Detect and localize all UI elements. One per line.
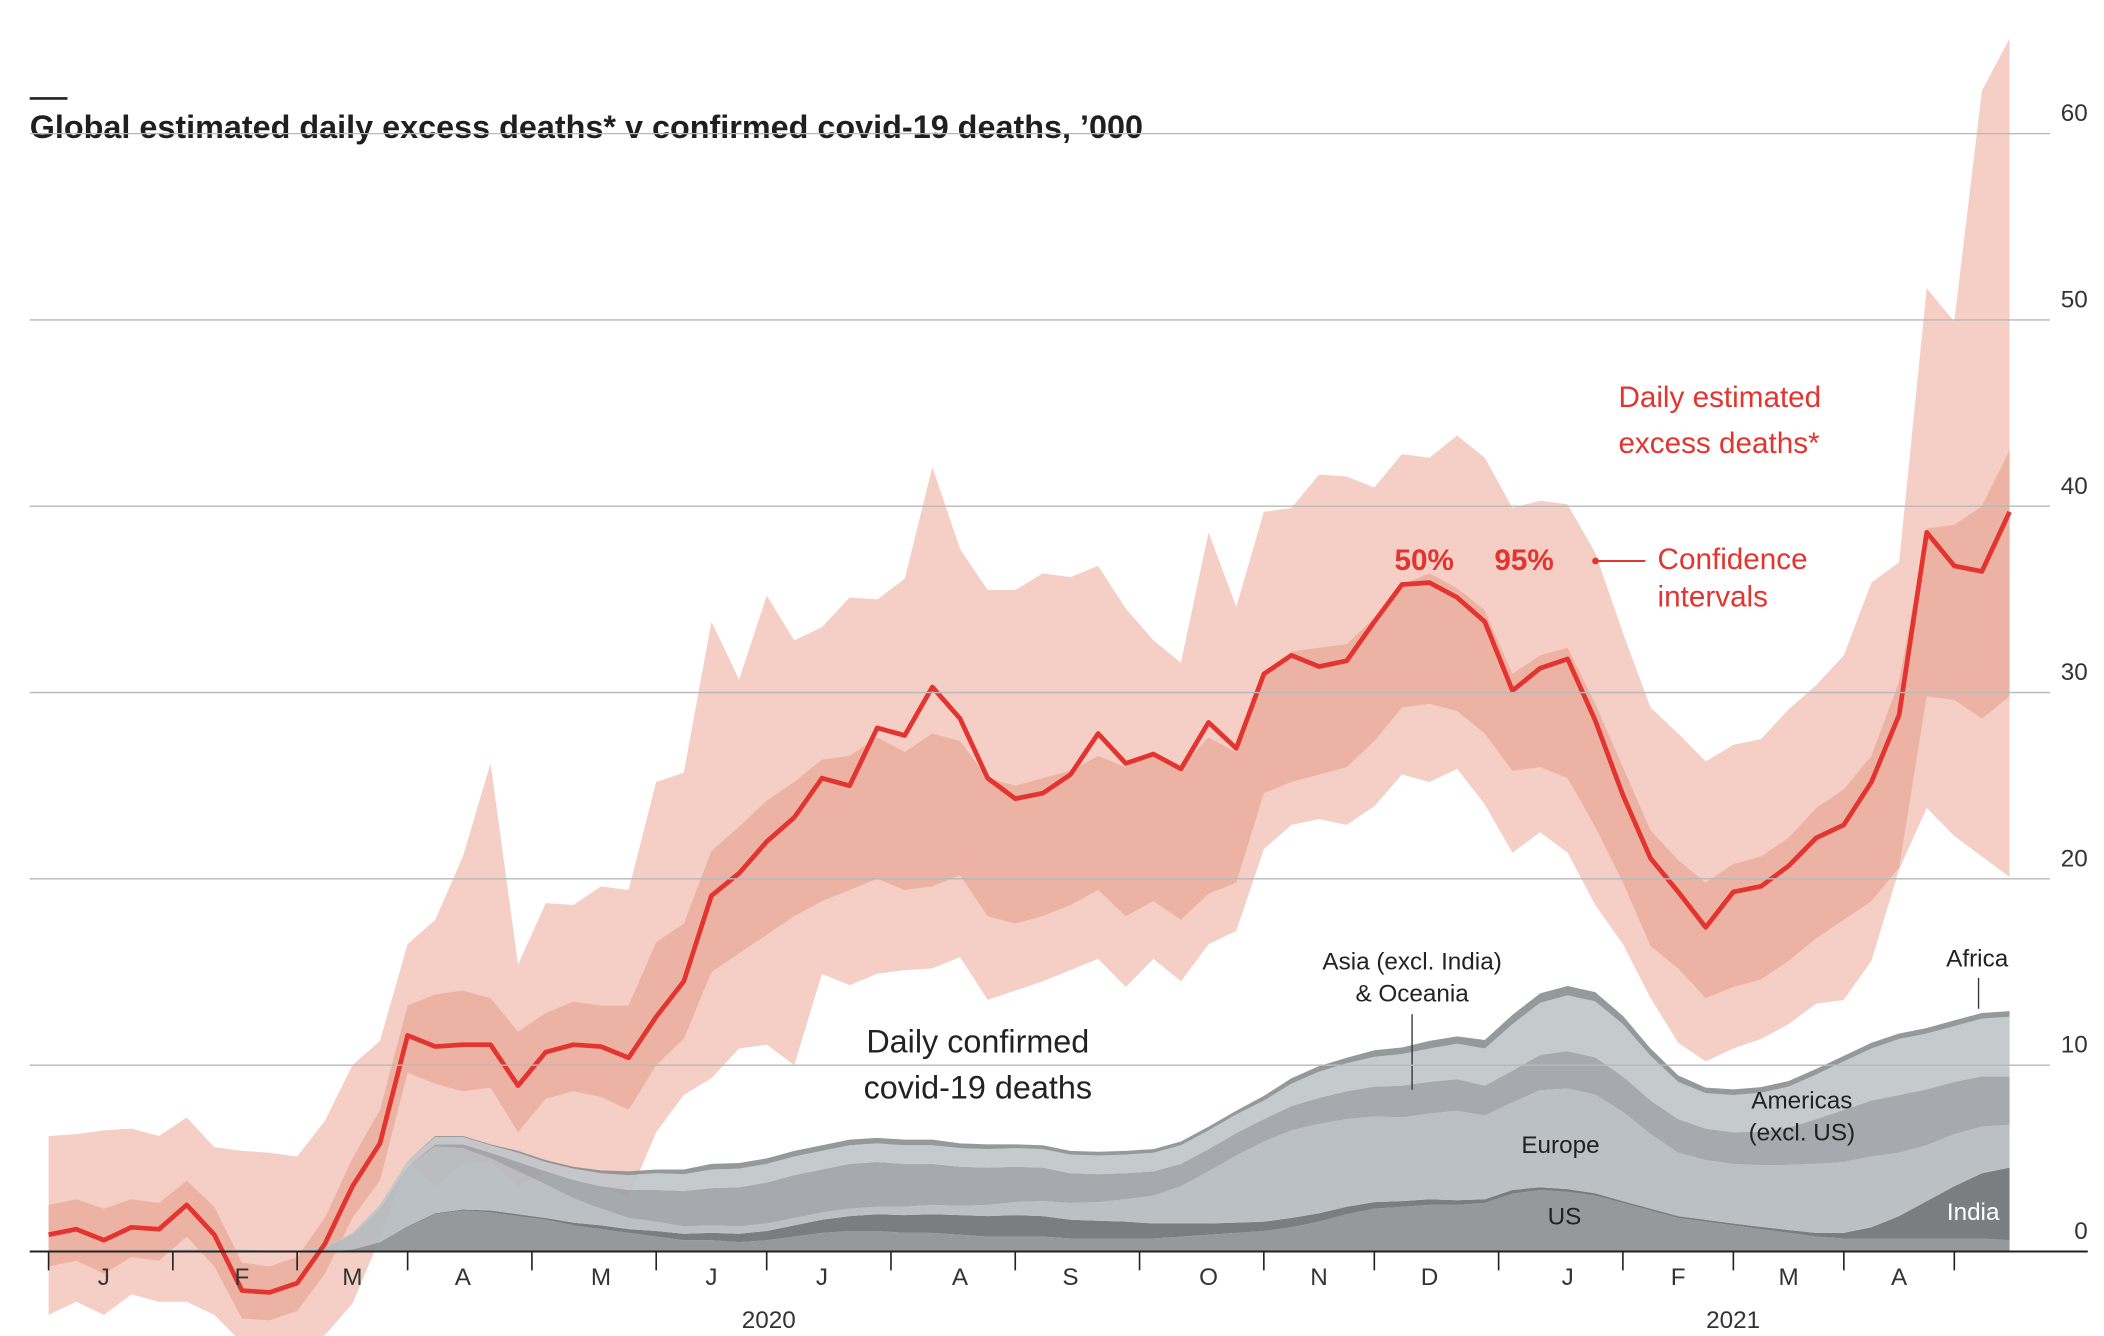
- region-label: Americas: [1751, 1087, 1852, 1114]
- confidence-label: intervals: [1658, 581, 1768, 614]
- region-label: US: [1548, 1203, 1582, 1230]
- x-tick-label: F: [1671, 1264, 1686, 1291]
- excess-label: Daily estimated: [1618, 381, 1821, 414]
- excess-line: [48, 510, 2012, 1295]
- confidence-band: [48, 38, 2010, 1336]
- x-tick-label: A: [455, 1264, 472, 1291]
- confirmed-stack: [48, 986, 2010, 1252]
- interval-label: 95%: [1494, 544, 1553, 577]
- region-label: & Oceania: [1355, 981, 1469, 1008]
- x-tick-label: M: [591, 1264, 611, 1291]
- stack-area: [48, 1189, 2010, 1252]
- x-tick-label: A: [1891, 1264, 1908, 1291]
- x-tick-label: J: [816, 1264, 828, 1291]
- year-label: 2021: [1706, 1307, 1760, 1334]
- x-tick-label: N: [1310, 1264, 1328, 1291]
- y-tick-label: 60: [2061, 100, 2088, 127]
- excess-label: excess deaths*: [1618, 427, 1820, 460]
- x-tick-label: J: [98, 1264, 110, 1291]
- x-tick-label: J: [1562, 1264, 1574, 1291]
- x-tick-label: A: [952, 1264, 969, 1291]
- x-tick-label: O: [1199, 1264, 1218, 1291]
- chart-title: Global estimated daily excess deaths* v …: [30, 109, 1143, 145]
- region-label: India: [1947, 1199, 2000, 1226]
- y-tick-label: 20: [2061, 845, 2088, 872]
- confidence-label: Confidence: [1658, 543, 1808, 576]
- y-tick-label: 30: [2061, 659, 2088, 686]
- y-tick-label: 10: [2061, 1032, 2088, 1059]
- confirmed-label: Daily confirmed: [866, 1023, 1089, 1059]
- x-tick-label: M: [342, 1264, 362, 1291]
- region-label: Europe: [1521, 1132, 1599, 1159]
- region-label: Asia (excl. India): [1322, 948, 1501, 975]
- x-tick-label: D: [1421, 1264, 1439, 1291]
- confirmed-label: covid-19 deaths: [864, 1069, 1092, 1105]
- x-tick-label: F: [235, 1264, 250, 1291]
- y-tick-label: 0: [2074, 1218, 2088, 1245]
- stack-area: [48, 1088, 2010, 1252]
- stack-area: [48, 1167, 2010, 1252]
- year-label: 2020: [742, 1307, 796, 1334]
- title-backdrop: [20, 83, 1167, 158]
- stack-area: [48, 995, 2010, 1252]
- confidence-band: [48, 450, 2010, 1321]
- y-tick-label: 40: [2061, 473, 2088, 500]
- region-label: Africa: [1946, 946, 2009, 973]
- x-tick-label: J: [705, 1264, 717, 1291]
- annotations: Global estimated daily excess deaths* v …: [20, 83, 2009, 1334]
- x-tick-label: S: [1062, 1264, 1078, 1291]
- region-label: (excl. US): [1749, 1120, 1856, 1147]
- interval-label: 50%: [1395, 544, 1454, 577]
- y-tick-label: 50: [2061, 286, 2088, 313]
- plot-area: [48, 38, 2010, 1336]
- x-tick-label: M: [1778, 1264, 1798, 1291]
